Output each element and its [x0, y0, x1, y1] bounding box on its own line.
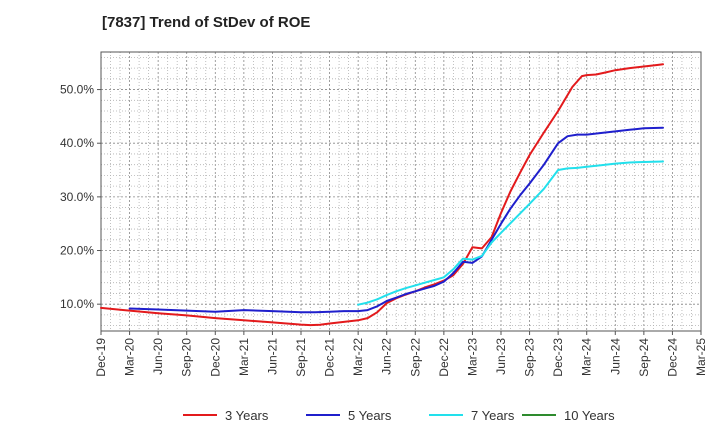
x-tick-label: Mar-20 [123, 338, 137, 376]
x-tick-label: Sep-21 [294, 338, 308, 377]
x-tick-label: Sep-22 [408, 338, 422, 377]
x-tick-label: Mar-21 [237, 338, 251, 376]
x-tick-label: Dec-21 [323, 338, 337, 377]
y-tick-label: 10.0% [60, 297, 94, 311]
legend-label-10-years: 10 Years [564, 408, 615, 423]
series-line-7-years [357, 160, 664, 306]
legend-label-7-years: 7 Years [471, 408, 515, 423]
x-tick-label: Sep-20 [180, 338, 194, 377]
x-tick-label: Mar-23 [465, 338, 479, 376]
plot-area [101, 52, 701, 331]
x-tick-label: Mar-25 [694, 338, 708, 376]
legend-label-5-years: 5 Years [348, 408, 392, 423]
x-tick-label: Jun-21 [265, 338, 279, 375]
x-tick-label: Jun-24 [608, 338, 622, 375]
series-line-5-years [128, 126, 664, 314]
x-tick-label: Sep-24 [637, 338, 651, 377]
x-tick-label: Mar-24 [580, 338, 594, 376]
legend-label-3-years: 3 Years [225, 408, 269, 423]
y-tick-label: 40.0% [60, 136, 94, 150]
y-tick-label: 50.0% [60, 83, 94, 97]
x-tick-label: Jun-20 [151, 338, 165, 375]
x-tick-label: Dec-24 [665, 338, 679, 377]
x-tick-label: Sep-23 [523, 338, 537, 377]
x-tick-label: Jun-22 [380, 338, 394, 375]
y-tick-label: 30.0% [60, 190, 94, 204]
chart-title: [7837] Trend of StDev of ROE [102, 14, 311, 31]
x-tick-label: Dec-23 [551, 338, 565, 377]
y-tick-label: 20.0% [60, 244, 94, 258]
x-tick-label: Dec-19 [94, 338, 108, 377]
x-tick-label: Jun-23 [494, 338, 508, 375]
plot-border [100, 51, 702, 332]
x-tick-label: Dec-20 [208, 338, 222, 377]
x-tick-label: Dec-22 [437, 338, 451, 377]
x-tick-label: Mar-22 [351, 338, 365, 376]
